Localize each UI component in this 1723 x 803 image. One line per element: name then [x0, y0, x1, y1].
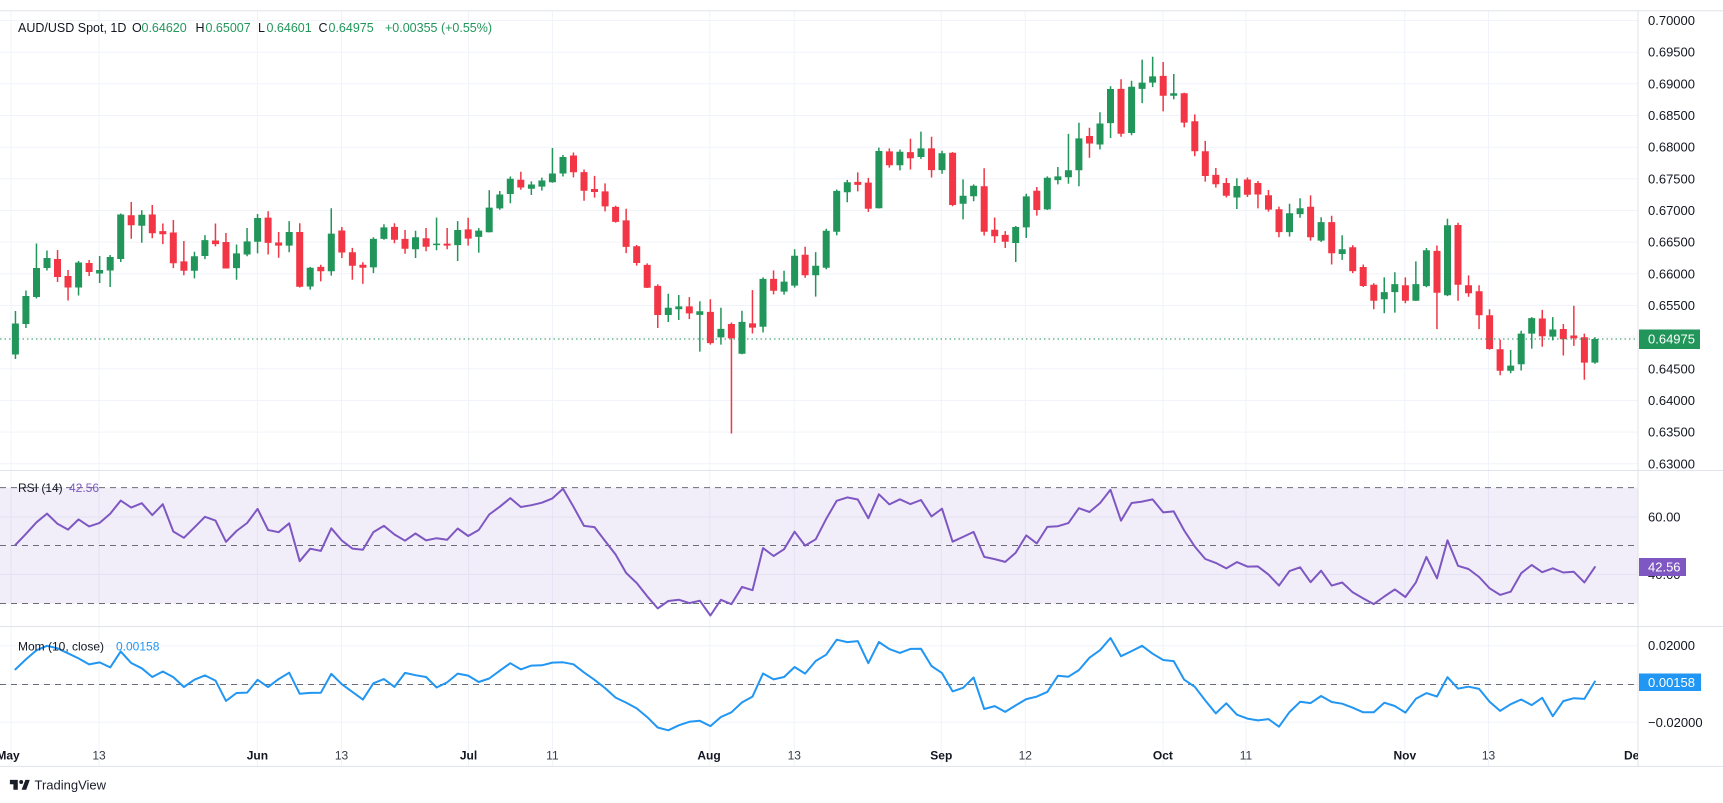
svg-text:Sep: Sep — [930, 749, 952, 763]
svg-text:0.66500: 0.66500 — [1648, 235, 1695, 250]
svg-text:−0.02000: −0.02000 — [1648, 715, 1703, 730]
svg-text:O: O — [132, 21, 142, 35]
svg-text:0.65007: 0.65007 — [206, 21, 251, 35]
svg-text:0.64975: 0.64975 — [329, 21, 374, 35]
svg-text:0.69500: 0.69500 — [1648, 45, 1695, 60]
svg-text:L: L — [258, 21, 265, 35]
svg-text:0.67500: 0.67500 — [1648, 171, 1695, 186]
svg-text:0.66000: 0.66000 — [1648, 266, 1695, 281]
svg-text:Aug: Aug — [697, 749, 720, 763]
svg-text:0.70000: 0.70000 — [1648, 13, 1695, 28]
svg-text:0.64975: 0.64975 — [1648, 332, 1695, 347]
svg-text:0.63000: 0.63000 — [1648, 456, 1695, 471]
svg-text:0.00158: 0.00158 — [116, 640, 160, 654]
svg-text:13: 13 — [1482, 749, 1496, 763]
svg-text:42.56: 42.56 — [1648, 560, 1681, 575]
svg-text:TradingView: TradingView — [35, 778, 107, 793]
svg-text:RSI (14): RSI (14) — [18, 481, 63, 495]
svg-text:0.02000: 0.02000 — [1648, 638, 1695, 653]
svg-text:May: May — [0, 749, 20, 763]
svg-text:13: 13 — [92, 749, 106, 763]
svg-text:Dec: Dec — [1624, 749, 1646, 763]
svg-text:0.64000: 0.64000 — [1648, 393, 1695, 408]
svg-text:C: C — [319, 21, 328, 35]
svg-text:0.69000: 0.69000 — [1648, 76, 1695, 91]
svg-text:13: 13 — [335, 749, 349, 763]
svg-text:H: H — [196, 21, 205, 35]
svg-text:0.63500: 0.63500 — [1648, 425, 1695, 440]
svg-text:60.00: 60.00 — [1648, 510, 1681, 525]
svg-text:42.56: 42.56 — [69, 481, 99, 495]
svg-text:0.64601: 0.64601 — [267, 21, 312, 35]
svg-text:11: 11 — [1240, 749, 1253, 763]
svg-text:0.68000: 0.68000 — [1648, 140, 1695, 155]
svg-text:Jul: Jul — [460, 749, 477, 763]
svg-text:12: 12 — [1019, 749, 1033, 763]
svg-text:0.64620: 0.64620 — [142, 21, 187, 35]
svg-text:13: 13 — [788, 749, 802, 763]
svg-text:0.65500: 0.65500 — [1648, 298, 1695, 313]
svg-text:Jun: Jun — [247, 749, 268, 763]
svg-text:AUD/USD Spot, 1D: AUD/USD Spot, 1D — [18, 21, 126, 35]
svg-text:+0.00355 (+0.55%): +0.00355 (+0.55%) — [385, 21, 492, 35]
svg-text:Mom (10, close): Mom (10, close) — [18, 640, 104, 654]
svg-text:11: 11 — [546, 749, 559, 763]
svg-text:Oct: Oct — [1153, 749, 1173, 763]
svg-text:Nov: Nov — [1393, 749, 1416, 763]
svg-text:0.68500: 0.68500 — [1648, 108, 1695, 123]
svg-text:0.67000: 0.67000 — [1648, 203, 1695, 218]
svg-text:0.64500: 0.64500 — [1648, 361, 1695, 376]
svg-text:0.00158: 0.00158 — [1648, 675, 1695, 690]
